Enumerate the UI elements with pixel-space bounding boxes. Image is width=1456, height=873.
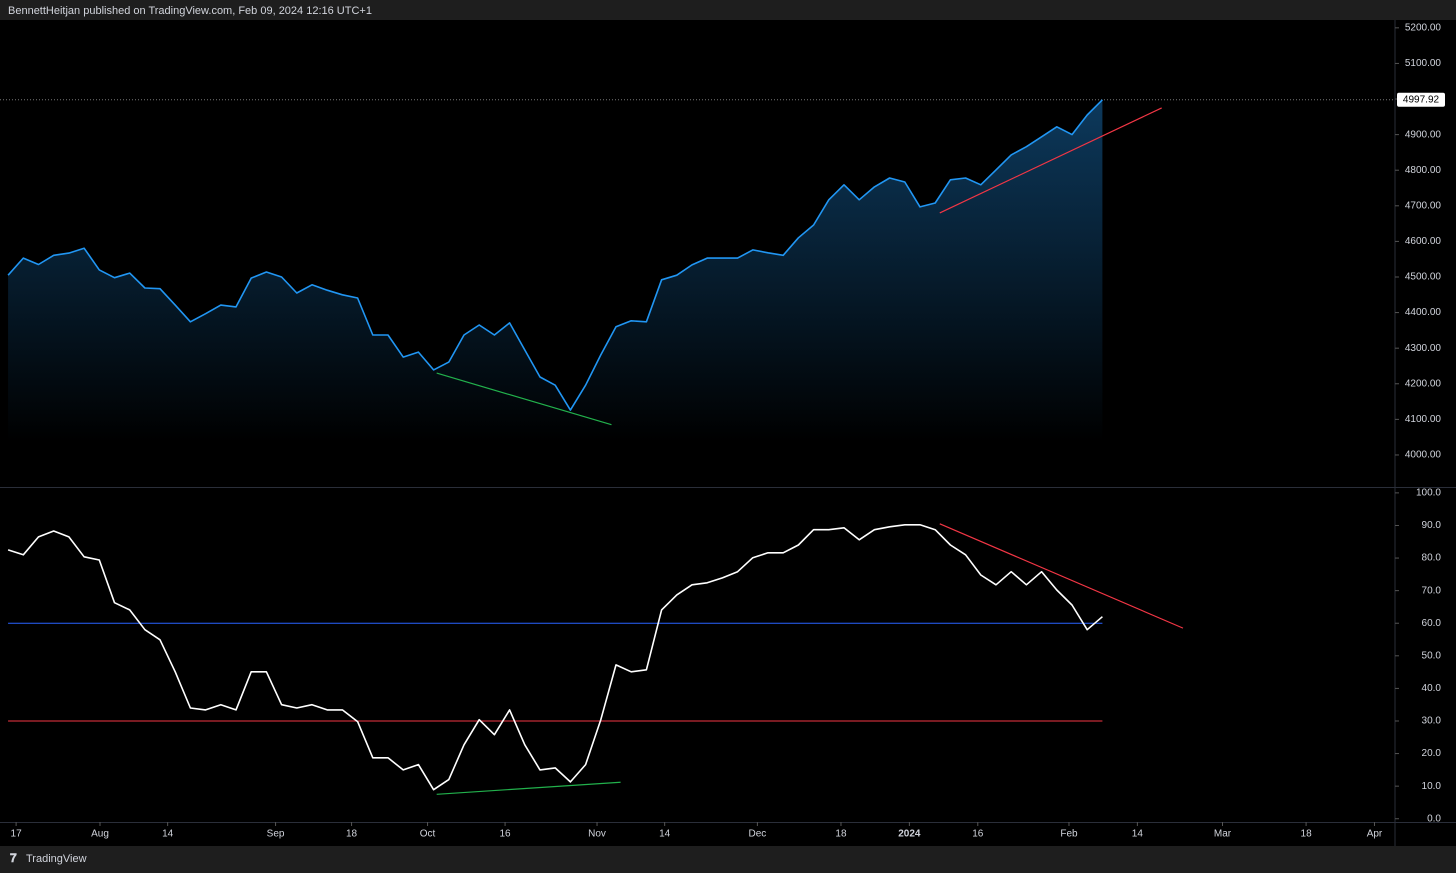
x-tick-label: 16 xyxy=(500,829,512,840)
y-tick-label: 40.0 xyxy=(1422,683,1442,694)
y-tick-label: 4300.00 xyxy=(1405,343,1442,354)
header-bar xyxy=(0,0,1456,20)
x-tick-label: Dec xyxy=(748,829,766,840)
y-tick-label: 4900.00 xyxy=(1405,129,1442,140)
x-tick-label: Sep xyxy=(267,829,285,840)
x-tick-label: 14 xyxy=(1132,829,1144,840)
header-text: BennettHeitjan published on TradingView.… xyxy=(8,5,372,17)
y-tick-label: 4000.00 xyxy=(1405,450,1442,461)
x-tick-label: Mar xyxy=(1214,829,1232,840)
y-tick-label: 4700.00 xyxy=(1405,200,1442,211)
y-tick-label: 90.0 xyxy=(1422,520,1442,531)
x-tick-label: Aug xyxy=(91,829,109,840)
y-tick-label: 60.0 xyxy=(1422,618,1442,629)
y-tick-label: 20.0 xyxy=(1422,748,1442,759)
x-tick-label: Oct xyxy=(420,829,436,840)
x-tick-label: 14 xyxy=(659,829,671,840)
footer-bar xyxy=(0,846,1456,873)
y-tick-label: 4200.00 xyxy=(1405,378,1442,389)
y-tick-label: 4100.00 xyxy=(1405,414,1442,425)
x-tick-label: 17 xyxy=(11,829,23,840)
x-tick-label: Apr xyxy=(1367,829,1383,840)
x-tick-label: Nov xyxy=(588,829,606,840)
y-tick-label: 4800.00 xyxy=(1405,165,1442,176)
y-tick-label: 0.0 xyxy=(1427,813,1441,824)
y-tick-label: 80.0 xyxy=(1422,553,1442,564)
y-tick-label: 5100.00 xyxy=(1405,58,1442,69)
y-tick-label: 100.0 xyxy=(1416,488,1441,499)
logo: 𝟕 xyxy=(10,851,17,865)
x-tick-label: 2024 xyxy=(898,829,921,840)
footer-brand: TradingView xyxy=(26,853,87,865)
last-price-badge xyxy=(1397,92,1445,107)
series-line xyxy=(7,524,1103,791)
trend-line xyxy=(939,523,1184,629)
y-tick-label: 30.0 xyxy=(1422,716,1442,727)
y-tick-label: 5200.00 xyxy=(1405,22,1442,33)
x-tick-label: 16 xyxy=(972,829,984,840)
y-tick-label: 4500.00 xyxy=(1405,272,1442,283)
y-tick-label: 10.0 xyxy=(1422,781,1442,792)
trend-line xyxy=(939,107,1162,214)
series-line xyxy=(7,99,1103,411)
last-price-label: 4997.92 xyxy=(1403,94,1440,105)
plot-layer: 17 Aug 14 Sep 18 Oct 16 Nov 14 Dec 18 2024 16 Feb 14 Ma… xyxy=(0,22,1445,840)
y-tick-label: 4600.00 xyxy=(1405,236,1442,247)
x-tick-label: 18 xyxy=(835,829,847,840)
x-tick-label: 18 xyxy=(346,829,358,840)
y-tick-label: 4400.00 xyxy=(1405,307,1442,318)
y-tick-label: 50.0 xyxy=(1422,650,1442,661)
y-tick-label: 70.0 xyxy=(1422,585,1442,596)
trend-line xyxy=(436,781,621,795)
area-fill xyxy=(8,99,1103,443)
x-tick-label: Feb xyxy=(1060,829,1078,840)
trend-line xyxy=(436,372,612,426)
x-tick-label: 14 xyxy=(162,829,174,840)
x-tick-label: 18 xyxy=(1301,829,1313,840)
